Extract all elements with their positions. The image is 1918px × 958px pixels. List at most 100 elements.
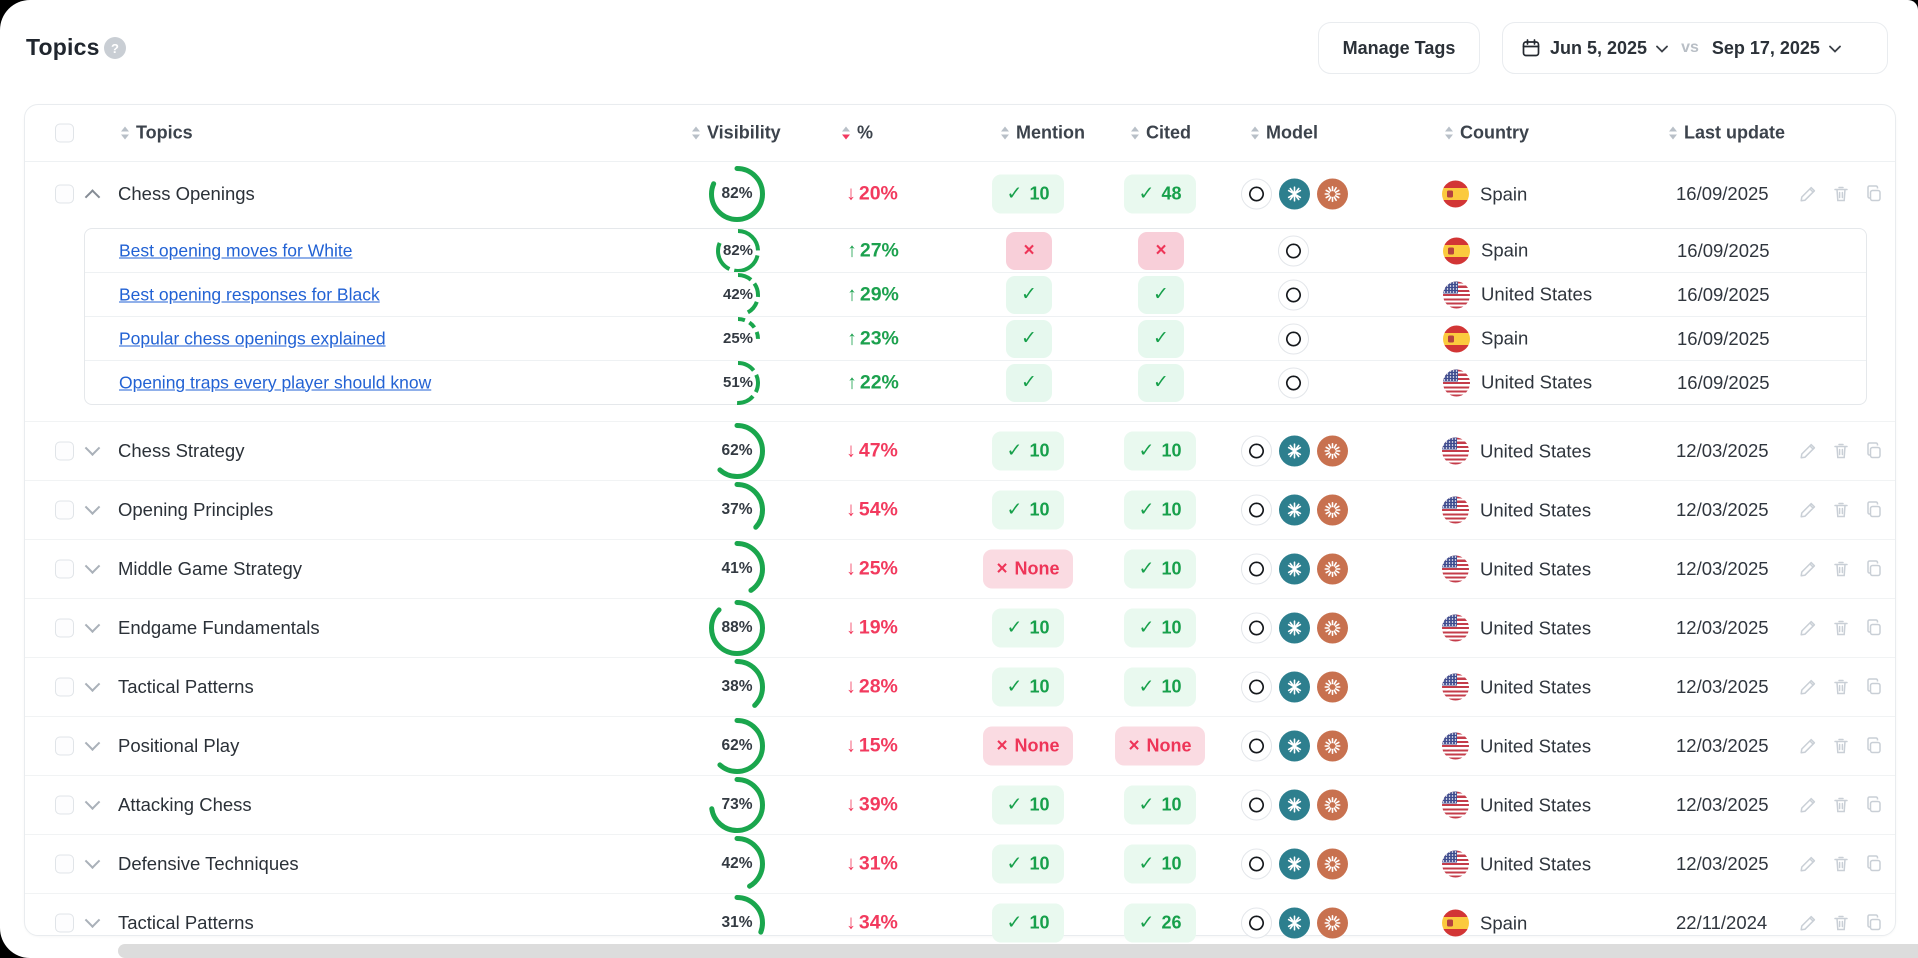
mention-badge: ✓ 10 [991, 174, 1065, 214]
delete-icon[interactable] [1831, 913, 1851, 933]
table-row: Tactical Patterns 31% ↓ 34% ✓ 10 ✓ 26 Spain 22/… [25, 893, 1895, 952]
manage-tags-button[interactable]: Manage Tags [1318, 22, 1480, 74]
topic-link[interactable]: Opening traps every player should know [119, 372, 432, 392]
edit-icon[interactable] [1798, 184, 1818, 204]
duplicate-icon[interactable] [1864, 677, 1884, 697]
mention-badge: ✓ 10 [991, 785, 1065, 825]
row-checkbox[interactable] [55, 441, 74, 461]
column-header-topics[interactable]: Topics [121, 123, 193, 144]
edit-icon[interactable] [1798, 854, 1818, 874]
delete-icon[interactable] [1831, 677, 1851, 697]
delete-icon[interactable] [1831, 854, 1851, 874]
duplicate-icon[interactable] [1864, 913, 1884, 933]
sort-icon [1669, 126, 1677, 140]
last-update-cell: 12/03/2025 [1676, 499, 1769, 521]
sort-icon [842, 126, 850, 140]
cited-badge: ✓ 10 [1123, 431, 1197, 471]
row-checkbox[interactable] [55, 913, 74, 933]
edit-icon[interactable] [1798, 559, 1818, 579]
duplicate-icon[interactable] [1864, 441, 1884, 461]
edit-icon[interactable] [1798, 500, 1818, 520]
help-icon[interactable]: ? [104, 37, 126, 59]
change-value: ↑ 23% [847, 327, 899, 349]
expand-chevron-icon[interactable] [84, 853, 101, 870]
visibility-value: 42% [722, 286, 754, 303]
delete-icon[interactable] [1831, 795, 1851, 815]
topic-link[interactable]: Popular chess openings explained [119, 328, 386, 348]
country-name: Spain [1480, 912, 1528, 933]
duplicate-icon[interactable] [1864, 795, 1884, 815]
visibility-cell: 42% [716, 272, 760, 317]
cited-cell: ✓ 10 [1100, 667, 1220, 707]
visibility-value: 88% [721, 619, 753, 636]
expand-chevron-icon[interactable] [84, 617, 101, 634]
row-checkbox[interactable] [55, 736, 74, 756]
topic-link[interactable]: Best opening responses for Black [119, 284, 380, 304]
mention-badge: ✓ [1006, 319, 1052, 358]
expand-chevron-icon[interactable] [84, 558, 101, 575]
check-icon: ✓ [1138, 676, 1155, 698]
change-cell: ↑ 22% [813, 371, 933, 394]
country-cell: Spain [1443, 237, 1528, 264]
column-header-model[interactable]: Model [1251, 123, 1318, 144]
delete-icon[interactable] [1831, 441, 1851, 461]
check-icon: ✓ [1021, 284, 1037, 305]
delete-icon[interactable] [1831, 618, 1851, 638]
check-icon: ✓ [1138, 912, 1155, 934]
claude-icon [1317, 612, 1348, 644]
edit-icon[interactable] [1798, 795, 1818, 815]
last-update-value: 12/03/2025 [1676, 735, 1769, 756]
model-cell [1278, 323, 1309, 354]
sort-icon [1131, 126, 1139, 140]
row-checkbox[interactable] [55, 500, 74, 520]
row-checkbox[interactable] [55, 854, 74, 874]
expand-chevron-icon[interactable] [84, 676, 101, 693]
edit-icon[interactable] [1798, 441, 1818, 461]
chevron-up-icon [84, 189, 101, 205]
row-checkbox[interactable] [55, 677, 74, 697]
column-header-visibility[interactable]: Visibility [692, 123, 781, 144]
edit-icon[interactable] [1798, 913, 1818, 933]
duplicate-icon[interactable] [1864, 618, 1884, 638]
edit-icon[interactable] [1798, 736, 1818, 756]
date-range-picker[interactable]: Jun 5, 2025 vs Sep 17, 2025 [1502, 22, 1888, 74]
visibility-cell: 88% [709, 600, 765, 656]
duplicate-icon[interactable] [1864, 559, 1884, 579]
expand-chevron-icon[interactable] [84, 794, 101, 811]
column-header-mention[interactable]: Mention [1001, 123, 1085, 144]
horizontal-scrollbar[interactable] [118, 944, 1918, 958]
expand-chevron-icon[interactable] [84, 440, 101, 457]
row-checkbox[interactable] [55, 559, 74, 579]
duplicate-icon[interactable] [1864, 736, 1884, 756]
delete-icon[interactable] [1831, 736, 1851, 756]
column-header-cited[interactable]: Cited [1131, 123, 1191, 144]
sub-topic-row: Popular chess openings explained 25% ↑ 23%… [85, 316, 1866, 361]
row-checkbox[interactable] [55, 184, 74, 204]
expand-chevron-icon[interactable] [84, 499, 101, 516]
column-header--[interactable]: % [842, 123, 873, 144]
row-checkbox[interactable] [55, 795, 74, 815]
select-all-checkbox[interactable] [55, 123, 74, 143]
topic-link[interactable]: Best opening moves for White [119, 240, 353, 260]
duplicate-icon[interactable] [1864, 854, 1884, 874]
duplicate-icon[interactable] [1864, 500, 1884, 520]
visibility-cell: 51% [716, 360, 760, 405]
edit-icon[interactable] [1798, 618, 1818, 638]
column-header-last-update[interactable]: Last update [1669, 123, 1785, 144]
column-label: Visibility [707, 122, 781, 143]
delete-icon[interactable] [1831, 184, 1851, 204]
cited-cell: ✓ 10 [1100, 490, 1220, 530]
expand-chevron-icon[interactable] [84, 186, 101, 205]
row-checkbox[interactable] [55, 618, 74, 638]
expand-chevron-icon[interactable] [84, 912, 101, 929]
duplicate-icon[interactable] [1864, 184, 1884, 204]
column-header-country[interactable]: Country [1445, 123, 1529, 144]
change-cell: ↓ 31% [812, 853, 932, 876]
arrow-down-icon: ↓ [846, 793, 856, 816]
mention-cell: ✓ 10 [968, 903, 1088, 943]
model-cell [1278, 235, 1309, 266]
expand-chevron-icon[interactable] [84, 735, 101, 752]
delete-icon[interactable] [1831, 559, 1851, 579]
delete-icon[interactable] [1831, 500, 1851, 520]
edit-icon[interactable] [1798, 677, 1818, 697]
